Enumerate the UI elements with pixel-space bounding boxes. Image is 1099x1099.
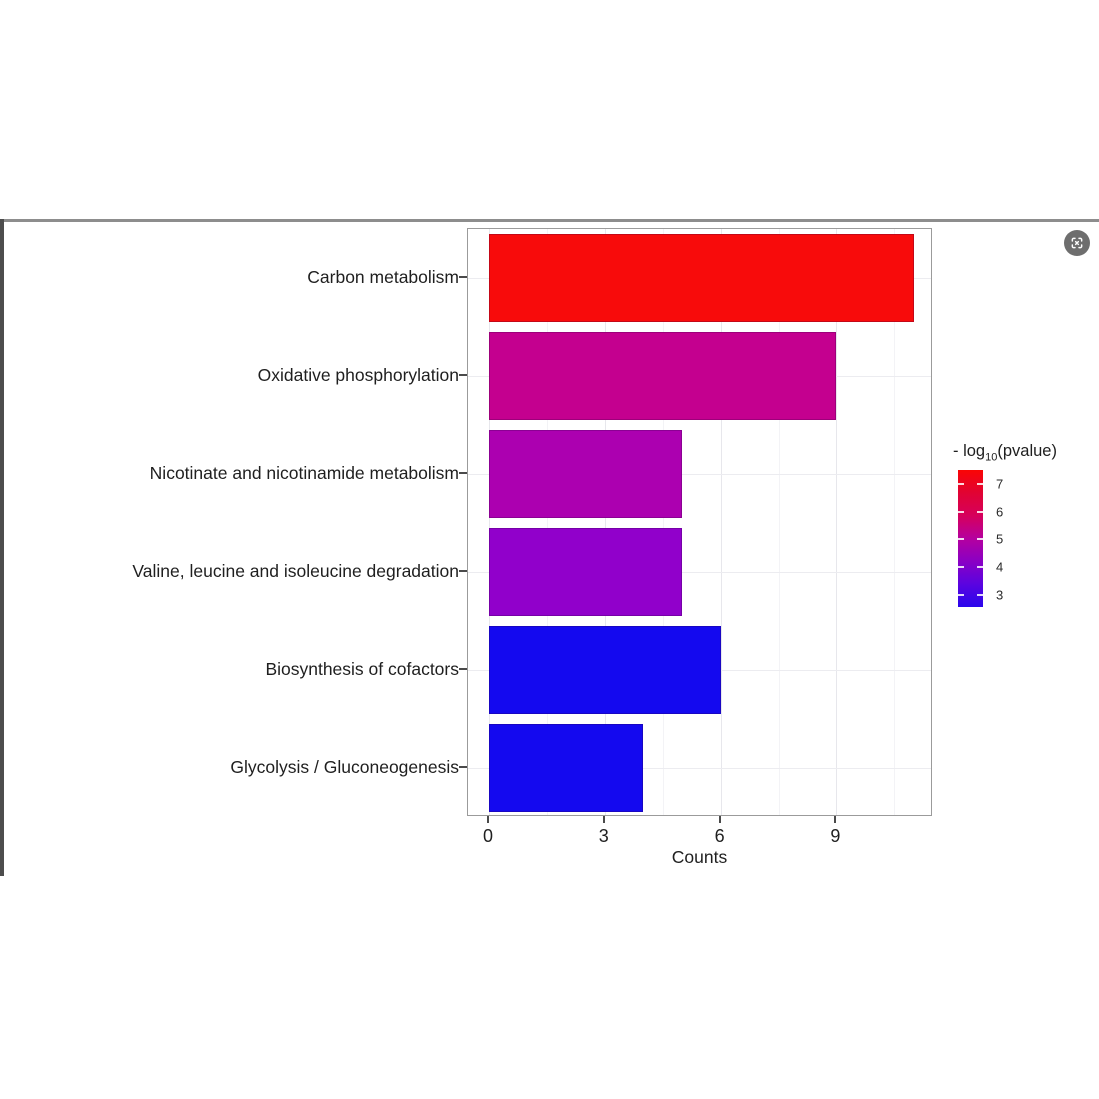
bar-nicotinate-and-nicotinamide-metabolism: [489, 430, 682, 518]
y-tick-mark: [459, 276, 467, 278]
y-axis-label: Carbon metabolism: [307, 267, 459, 287]
bar-glycolysis-gluconeogenesis: [489, 724, 644, 812]
y-tick-mark: [459, 472, 467, 474]
gridline-major: [720, 229, 722, 815]
legend-tick-mark: [958, 482, 964, 485]
legend-tick-label: 7: [996, 476, 1004, 492]
y-axis-label: Biosynthesis of cofactors: [265, 659, 459, 679]
y-tick-mark: [459, 668, 467, 670]
gridline-horizontal: [468, 474, 931, 475]
legend-tick-mark: [977, 538, 983, 541]
x-tick-label: 6: [714, 826, 725, 846]
legend-tick-mark: [958, 565, 964, 568]
bar-valine-leucine-and-isoleucine-degradation: [489, 528, 682, 616]
gridline-minor: [662, 229, 664, 815]
legend-tick-mark: [977, 482, 983, 485]
gridline-horizontal: [468, 768, 931, 769]
screen-capture-button[interactable]: [1064, 230, 1090, 256]
y-tick-mark: [459, 374, 467, 376]
gridline-major: [604, 229, 606, 815]
x-tick-mark: [487, 816, 489, 823]
screen-capture-icon: [1071, 237, 1083, 249]
x-tick-mark: [718, 816, 721, 823]
legend-tick-mark: [958, 510, 964, 513]
plot-panel: [467, 228, 932, 816]
gridline-minor: [894, 229, 896, 815]
y-axis-label: Oxidative phosphorylation: [257, 365, 459, 385]
legend-tick-label: 4: [996, 559, 1004, 575]
x-tick-mark: [834, 816, 837, 823]
gridline-minor: [546, 229, 548, 815]
bar-biosynthesis-of-cofactors: [489, 626, 721, 714]
x-axis-title: Counts: [671, 847, 728, 867]
frame-left-border: [0, 219, 4, 876]
y-axis-label: Glycolysis / Gluconeogenesis: [230, 757, 459, 777]
gridline-horizontal: [468, 572, 931, 573]
legend-tick-mark: [977, 593, 983, 596]
legend-tick-label: 5: [996, 531, 1004, 547]
x-tick-label: 9: [830, 826, 841, 846]
legend-tick-mark: [977, 565, 983, 568]
y-axis-label: Nicotinate and nicotinamide metabolism: [149, 463, 459, 483]
bar-oxidative-phosphorylation: [489, 332, 837, 420]
gridline-major: [489, 229, 490, 815]
x-tick-label: 0: [482, 826, 494, 846]
y-tick-mark: [459, 570, 467, 572]
legend-tick-mark: [977, 510, 983, 513]
x-tick-label: 3: [598, 826, 609, 846]
x-tick-mark: [602, 816, 605, 823]
legend-title: - log10(pvalue): [953, 442, 1057, 464]
frame-top-border: [0, 219, 1099, 222]
legend-tick-mark: [958, 593, 964, 596]
legend-tick-label: 6: [996, 504, 1004, 519]
gridline-major: [836, 229, 838, 815]
legend-tick-mark: [958, 538, 964, 541]
bar-carbon-metabolism: [489, 234, 914, 322]
y-axis-label: Valine, leucine and isoleucine degradati…: [132, 561, 459, 581]
gridline-minor: [778, 229, 780, 815]
legend-tick-label: 3: [996, 587, 1004, 603]
y-tick-mark: [459, 766, 467, 768]
